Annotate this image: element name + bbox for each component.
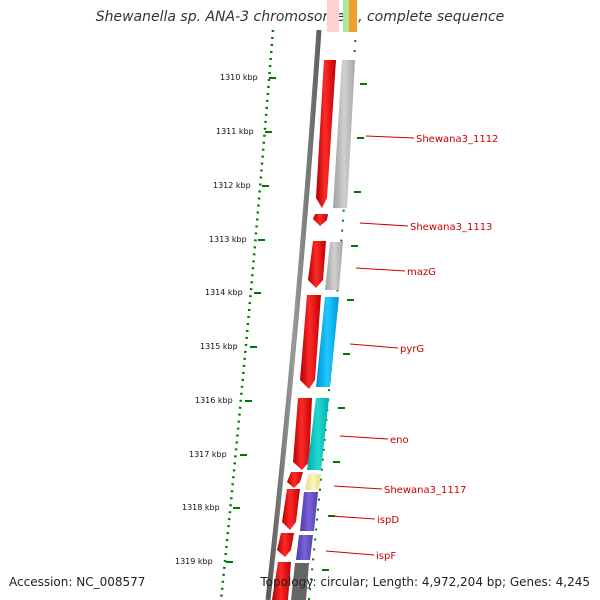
tick-label-1317: 1317 kbp [189, 450, 227, 459]
tick-label-1312: 1312 kbp [213, 181, 251, 190]
accession-text: Accession: NC_008577 [9, 575, 146, 589]
cog-block-ispF [296, 535, 313, 560]
cog-block-ispD [300, 492, 318, 531]
cds-arrow-eno [293, 398, 312, 470]
tick-label-1316: 1316 kbp [195, 396, 233, 405]
top-partial-features [327, 0, 357, 32]
tick-label-1318: 1318 kbp [182, 503, 220, 512]
cds-arrow-pyrG [300, 295, 321, 389]
tick-label-1319: 1319 kbp [175, 557, 213, 566]
gene-label-eno: eno [390, 435, 409, 446]
cog-track [291, 60, 355, 600]
gc-skew-track [219, 29, 275, 600]
cds-arrow-mazG [308, 241, 326, 288]
cog-block-pyrG [316, 297, 339, 387]
cds-arrow-1113 [313, 214, 328, 226]
cog-block-1117 [305, 474, 321, 490]
tick-label-1311: 1311 kbp [216, 127, 254, 136]
cds-track [272, 60, 336, 600]
gene-label-mazg: mazG [407, 267, 436, 278]
cog-block-next [291, 563, 309, 600]
gene-label-shewana3-1117: Shewana3_1117 [384, 485, 466, 496]
tick-labels: 1310 kbp 1311 kbp 1312 kbp 1313 kbp 1314… [175, 73, 258, 566]
cog-block-eno [307, 398, 329, 470]
gene-label-shewana3-1113: Shewana3_1113 [410, 222, 492, 233]
gene-labels: Shewana3_1112 Shewana3_1113 mazG pyrG en… [376, 134, 498, 562]
cds-arrow-ispD [282, 489, 300, 530]
backbone-track [265, 29, 322, 600]
tick-label-1314: 1314 kbp [205, 288, 243, 297]
tick-label-1315: 1315 kbp [200, 342, 238, 351]
cds-arrow-next [272, 562, 291, 600]
map-title: Shewanella sp. ANA-3 chromosome 1, compl… [95, 9, 505, 25]
gene-leader-lines [325, 135, 415, 556]
cds-arrow-1117 [287, 472, 303, 488]
gene-label-shewana3-1112: Shewana3_1112 [416, 134, 498, 145]
cds-arrow-1112 [316, 60, 336, 208]
tick-label-1310: 1310 kbp [220, 73, 258, 82]
cog-block-mazG [325, 242, 343, 290]
genome-stats-text: Topology: circular; Length: 4,972,204 bp… [260, 575, 590, 589]
cds-arrow-ispF [277, 533, 294, 557]
gene-label-pyrg: pyrG [400, 344, 424, 355]
cog-block-1112 [333, 60, 355, 208]
gene-label-ispd: ispD [377, 515, 399, 526]
tick-label-1313: 1313 kbp [209, 235, 247, 244]
gene-label-ispf: ispF [376, 551, 396, 562]
